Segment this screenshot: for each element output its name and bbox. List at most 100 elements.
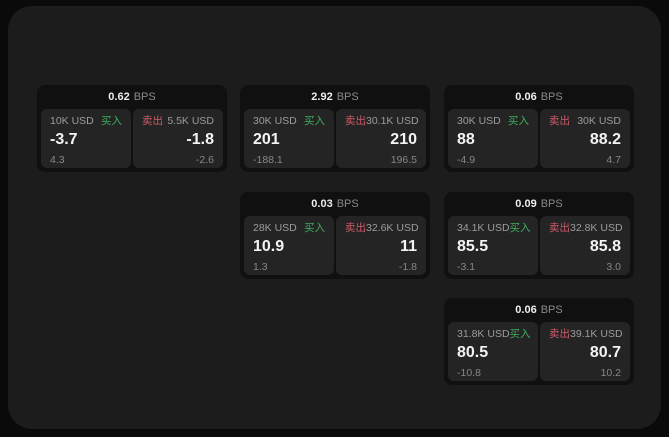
buy-delta: -3.1 bbox=[457, 261, 476, 273]
buy-delta: -188.1 bbox=[253, 154, 283, 166]
sell-price: 80.7 bbox=[589, 344, 621, 361]
buy-label: 买入 bbox=[509, 328, 531, 340]
spread-header: 0.06 BPS bbox=[444, 85, 634, 109]
spread-header: 0.09 BPS bbox=[444, 192, 634, 216]
buy-cell[interactable]: 30K USD 买入 88 -4.9 bbox=[448, 109, 538, 168]
quote-card[interactable]: 0.06 BPS 30K USD 买入 88 -4.9 卖出 30K USD 88… bbox=[444, 85, 634, 172]
buy-amount: 31.8K USD bbox=[457, 328, 510, 340]
buy-cell[interactable]: 10K USD 买入 -3.7 4.3 bbox=[41, 109, 131, 168]
sell-amount: 30.1K USD bbox=[366, 115, 419, 127]
quote-card[interactable]: 0.03 BPS 28K USD 买入 10.9 1.3 卖出 32.6K USD… bbox=[240, 192, 430, 279]
spread-unit: BPS bbox=[133, 91, 156, 103]
sell-price: -1.8 bbox=[186, 131, 214, 148]
sell-cell-top: 卖出 30.1K USD bbox=[345, 115, 419, 128]
sell-amount: 39.1K USD bbox=[570, 328, 623, 340]
buy-amount: 10K USD bbox=[50, 115, 94, 127]
sell-label: 卖出 bbox=[549, 115, 570, 127]
spread-unit: BPS bbox=[540, 91, 563, 103]
buy-label: 买入 bbox=[509, 222, 531, 234]
buy-cell-top: 30K USD 买入 bbox=[253, 115, 325, 128]
buy-cell[interactable]: 30K USD 买入 201 -188.1 bbox=[244, 109, 334, 168]
buy-price: 85.5 bbox=[457, 238, 489, 255]
sell-amount: 30K USD bbox=[577, 115, 621, 127]
sell-price: 85.8 bbox=[589, 238, 621, 255]
sell-label: 卖出 bbox=[345, 115, 366, 127]
sell-cell-top: 卖出 32.6K USD bbox=[345, 222, 419, 235]
sell-cell[interactable]: 卖出 5.5K USD -1.8 -2.6 bbox=[133, 109, 223, 168]
sell-cell[interactable]: 卖出 32.8K USD 85.8 3.0 bbox=[540, 216, 630, 275]
buy-price: 88 bbox=[457, 131, 475, 148]
sell-price: 88.2 bbox=[589, 131, 621, 148]
sell-price: 11 bbox=[400, 238, 417, 255]
buy-cell[interactable]: 31.8K USD 买入 80.5 -10.8 bbox=[448, 322, 538, 381]
sell-amount: 32.8K USD bbox=[570, 222, 623, 234]
quote-card[interactable]: 0.06 BPS 31.8K USD 买入 80.5 -10.8 卖出 39.1K… bbox=[444, 298, 634, 385]
spread-unit: BPS bbox=[336, 91, 359, 103]
sell-delta: -1.8 bbox=[398, 261, 417, 273]
buy-price: 201 bbox=[253, 131, 280, 148]
sell-label: 卖出 bbox=[142, 115, 163, 127]
buy-cell[interactable]: 28K USD 买入 10.9 1.3 bbox=[244, 216, 334, 275]
quote-body: 30K USD 买入 88 -4.9 卖出 30K USD 88.2 4.7 bbox=[444, 109, 634, 168]
buy-label: 买入 bbox=[304, 222, 325, 234]
quote-body: 10K USD 买入 -3.7 4.3 卖出 5.5K USD -1.8 -2.… bbox=[37, 109, 227, 168]
sell-cell[interactable]: 卖出 32.6K USD 11 -1.8 bbox=[336, 216, 426, 275]
quotes-panel: 0.62 BPS 10K USD 买入 -3.7 4.3 卖出 5.5K USD … bbox=[8, 6, 661, 429]
sell-cell-top: 卖出 39.1K USD bbox=[549, 328, 623, 341]
quote-card[interactable]: 0.09 BPS 34.1K USD 买入 85.5 -3.1 卖出 32.8K … bbox=[444, 192, 634, 279]
sell-label: 卖出 bbox=[345, 222, 366, 234]
buy-cell-top: 34.1K USD 买入 bbox=[457, 222, 531, 235]
spread-header: 0.62 BPS bbox=[37, 85, 227, 109]
sell-label: 卖出 bbox=[549, 328, 570, 340]
sell-cell[interactable]: 卖出 30K USD 88.2 4.7 bbox=[540, 109, 630, 168]
sell-cell-top: 卖出 5.5K USD bbox=[142, 115, 214, 128]
spread-unit: BPS bbox=[540, 304, 563, 316]
quote-card[interactable]: 0.62 BPS 10K USD 买入 -3.7 4.3 卖出 5.5K USD … bbox=[37, 85, 227, 172]
sell-cell-top: 卖出 32.8K USD bbox=[549, 222, 623, 235]
sell-cell-top: 卖出 30K USD bbox=[549, 115, 621, 128]
sell-delta: 3.0 bbox=[606, 261, 621, 273]
sell-cell[interactable]: 卖出 39.1K USD 80.7 10.2 bbox=[540, 322, 630, 381]
buy-amount: 28K USD bbox=[253, 222, 297, 234]
spread-header: 0.06 BPS bbox=[444, 298, 634, 322]
buy-label: 买入 bbox=[304, 115, 325, 127]
buy-cell[interactable]: 34.1K USD 买入 85.5 -3.1 bbox=[448, 216, 538, 275]
sell-delta: 4.7 bbox=[606, 154, 621, 166]
buy-cell-top: 30K USD 买入 bbox=[457, 115, 529, 128]
buy-amount: 30K USD bbox=[253, 115, 297, 127]
buy-price: 80.5 bbox=[457, 344, 489, 361]
buy-label: 买入 bbox=[101, 115, 122, 127]
sell-delta: -2.6 bbox=[195, 154, 214, 166]
spread-unit: BPS bbox=[336, 198, 359, 210]
quote-body: 34.1K USD 买入 85.5 -3.1 卖出 32.8K USD 85.8… bbox=[444, 216, 634, 275]
buy-cell-top: 28K USD 买入 bbox=[253, 222, 325, 235]
sell-delta: 10.2 bbox=[600, 367, 621, 379]
quote-body: 28K USD 买入 10.9 1.3 卖出 32.6K USD 11 -1.8 bbox=[240, 216, 430, 275]
sell-amount: 5.5K USD bbox=[167, 115, 214, 127]
spread-value: 0.09 bbox=[515, 198, 537, 210]
buy-amount: 30K USD bbox=[457, 115, 501, 127]
sell-label: 卖出 bbox=[549, 222, 570, 234]
buy-price: -3.7 bbox=[50, 131, 78, 148]
sell-cell[interactable]: 卖出 30.1K USD 210 196.5 bbox=[336, 109, 426, 168]
buy-label: 买入 bbox=[508, 115, 529, 127]
sell-price: 210 bbox=[390, 131, 417, 148]
quote-card[interactable]: 2.92 BPS 30K USD 买入 201 -188.1 卖出 30.1K U… bbox=[240, 85, 430, 172]
quote-body: 31.8K USD 买入 80.5 -10.8 卖出 39.1K USD 80.… bbox=[444, 322, 634, 381]
spread-value: 0.06 bbox=[515, 91, 537, 103]
spread-value: 0.62 bbox=[108, 91, 130, 103]
quote-cards-grid: 0.62 BPS 10K USD 买入 -3.7 4.3 卖出 5.5K USD … bbox=[8, 6, 661, 429]
spread-header: 2.92 BPS bbox=[240, 85, 430, 109]
buy-cell-top: 31.8K USD 买入 bbox=[457, 328, 531, 341]
buy-delta: 4.3 bbox=[50, 154, 65, 166]
sell-delta: 196.5 bbox=[390, 154, 417, 166]
buy-delta: 1.3 bbox=[253, 261, 268, 273]
spread-value: 2.92 bbox=[311, 91, 333, 103]
quote-body: 30K USD 买入 201 -188.1 卖出 30.1K USD 210 1… bbox=[240, 109, 430, 168]
buy-price: 10.9 bbox=[253, 238, 285, 255]
spread-value: 0.06 bbox=[515, 304, 537, 316]
spread-unit: BPS bbox=[540, 198, 563, 210]
buy-cell-top: 10K USD 买入 bbox=[50, 115, 122, 128]
buy-delta: -4.9 bbox=[457, 154, 476, 166]
sell-amount: 32.6K USD bbox=[366, 222, 419, 234]
